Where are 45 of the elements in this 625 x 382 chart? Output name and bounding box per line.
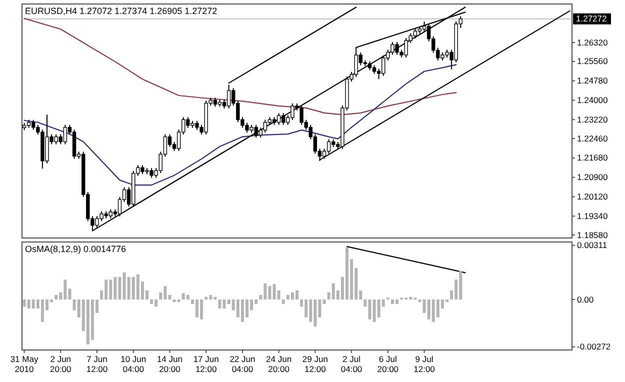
candlestick bbox=[413, 28, 418, 39]
y-tick-label: 1.25560 bbox=[577, 56, 608, 66]
bar bbox=[150, 299, 154, 304]
candlestick bbox=[276, 112, 281, 126]
y-tick-label: 1.22460 bbox=[577, 133, 608, 144]
line-series bbox=[24, 18, 457, 116]
y-tick-label: 1.26320 bbox=[577, 37, 608, 48]
bar bbox=[204, 296, 208, 300]
line-series bbox=[24, 64, 457, 186]
chart-title: EURUSD,H4 1.27072 1.27374 1.26905 1.27272 bbox=[25, 6, 218, 16]
x-tick-label: 6 Jul 20:00 bbox=[377, 354, 399, 374]
y-tick-label: 1.19340 bbox=[577, 210, 608, 221]
candlestick bbox=[263, 119, 268, 134]
x-tick-label: 31 May 2010 bbox=[10, 354, 39, 374]
x-tick-label: 7 Jun 12:00 bbox=[86, 354, 108, 374]
x-tick-label: 2 Jul 04:00 bbox=[340, 354, 362, 374]
y-tick-label: 1.18580 bbox=[577, 230, 608, 240]
y-tick-label: 1.24000 bbox=[577, 95, 608, 106]
bar bbox=[322, 299, 326, 304]
candlestick bbox=[326, 138, 331, 154]
y-tick-label: 1.24780 bbox=[577, 76, 608, 86]
bar bbox=[177, 299, 180, 302]
chart-title: OsMA(8,12,9) 0.0014776 bbox=[25, 244, 126, 254]
bar bbox=[54, 294, 58, 300]
x-tick-label: 29 Jun 12:00 bbox=[302, 354, 328, 374]
x-tick-label: 2 Jun 20:00 bbox=[50, 354, 72, 374]
y-tick-label: -0.00272 bbox=[577, 342, 611, 352]
y-tick-label: 0.00311 bbox=[577, 240, 608, 250]
y-tick-label: 1.21680 bbox=[577, 152, 608, 163]
bar bbox=[186, 294, 190, 300]
ref-line-label: 1.27272 bbox=[576, 14, 607, 24]
x-tick-label: 17 Jun 12:00 bbox=[193, 354, 220, 374]
bar bbox=[282, 299, 285, 304]
bar bbox=[418, 299, 422, 302]
x-tick-label: 10 Jun 04:00 bbox=[120, 354, 146, 374]
x-tick-label: 14 Jun 20:00 bbox=[156, 354, 183, 374]
x-tick-label: 24 Jun 20:00 bbox=[266, 354, 292, 374]
y-tick-label: 0.00 bbox=[577, 294, 594, 304]
y-tick-label: 1.20900 bbox=[577, 172, 608, 182]
x-tick-label: 9 Jul 12:00 bbox=[414, 354, 436, 374]
bar bbox=[218, 299, 222, 309]
candlestick bbox=[63, 124, 68, 145]
y-tick-label: 1.20120 bbox=[577, 192, 608, 202]
y-tick-label: 1.23220 bbox=[577, 114, 608, 124]
x-tick-label: 22 Jun 04:00 bbox=[230, 354, 256, 374]
